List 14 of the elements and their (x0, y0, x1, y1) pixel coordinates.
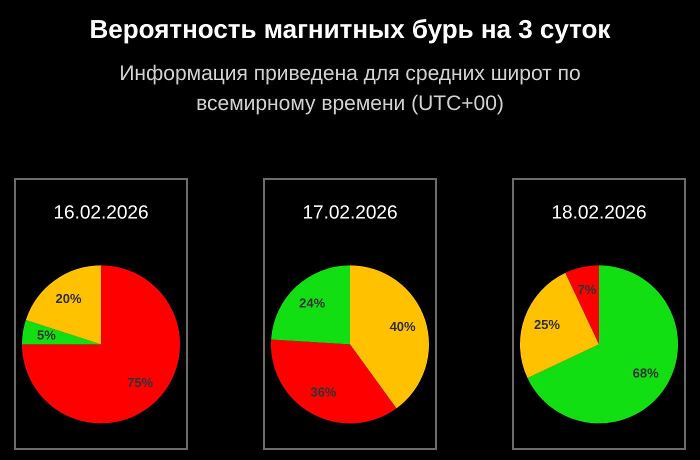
data-label: 20% (55, 291, 82, 306)
text: Информация приведена для средних широт по всемирному времени (UTC+00) (118, 61, 582, 117)
data-label: 75% (127, 375, 154, 390)
data-label: 68% (632, 366, 660, 381)
chart-title: 16.02.2026 (53, 202, 149, 224)
data-label: 24% (299, 296, 326, 311)
data-label: 7% (578, 282, 597, 298)
chart-title: 17.02.2026 (302, 202, 398, 224)
data-label: 40% (390, 318, 416, 334)
data-label: 36% (310, 384, 337, 400)
data-label: 5% (36, 327, 56, 342)
text: Вероятность магнитных бурь на 3 суток (88, 14, 612, 45)
data-label: 25% (534, 317, 560, 332)
chart-title: 18.02.2026 (551, 202, 647, 224)
